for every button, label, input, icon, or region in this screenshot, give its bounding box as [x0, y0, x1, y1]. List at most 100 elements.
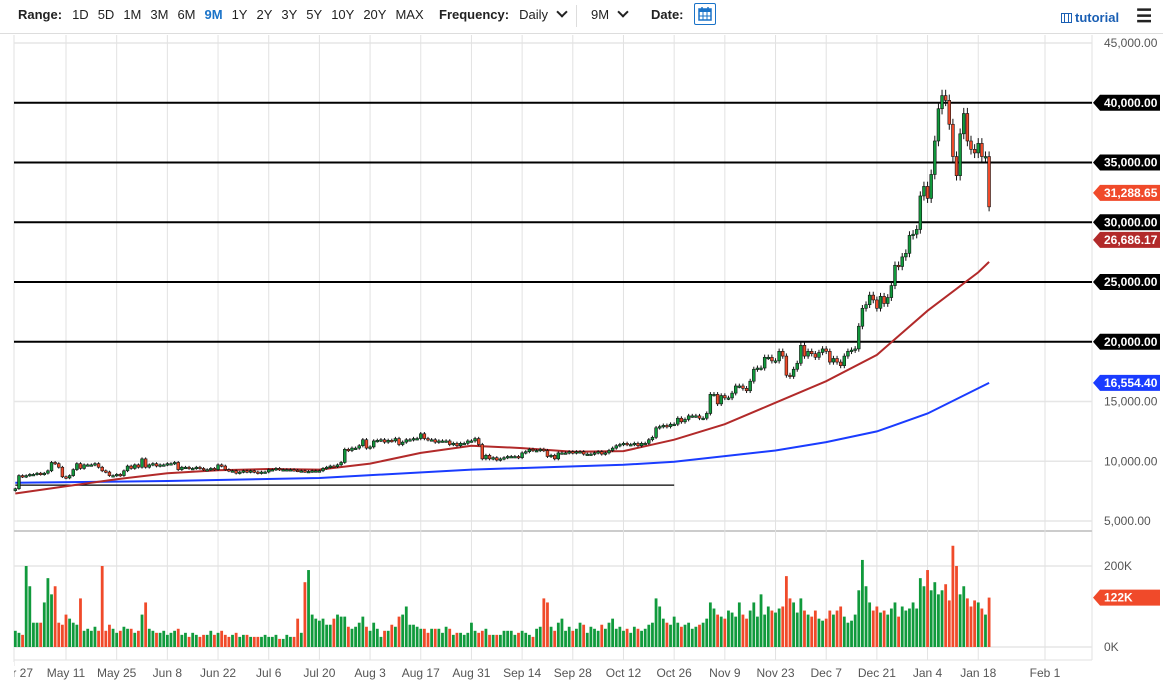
- price-tag: 35,000.00: [1093, 154, 1160, 171]
- volume-bar: [694, 626, 698, 647]
- candle-body: [625, 443, 629, 446]
- range-button-10y[interactable]: 10Y: [331, 7, 355, 22]
- calendar-icon[interactable]: [694, 3, 716, 25]
- toolbar: Range: 1D 5D 1M 3M 6M 9M 1Y 2Y 3Y 5Y 10Y 20Y MAX Freq…: [0, 0, 1163, 32]
- candle-body: [491, 457, 495, 460]
- candle-body: [104, 470, 108, 473]
- range-button-6m[interactable]: 6M: [177, 7, 196, 22]
- tutorial-link[interactable]: tutorial: [1061, 10, 1119, 25]
- frequency-value[interactable]: Daily: [519, 7, 548, 22]
- volume-bar: [68, 618, 72, 647]
- candle: [806, 348, 810, 359]
- volume-bar: [220, 630, 224, 647]
- volume-bar: [799, 598, 803, 647]
- candle: [20, 474, 25, 479]
- range-button-1d[interactable]: 1D: [72, 7, 89, 22]
- candle: [585, 452, 589, 456]
- candle-body: [469, 440, 474, 443]
- candle-body: [752, 368, 756, 382]
- candle-body: [498, 458, 503, 461]
- period-value[interactable]: 9M: [591, 7, 610, 22]
- range-button-5y[interactable]: 5Y: [306, 7, 323, 22]
- candle-body: [426, 438, 430, 441]
- candle: [831, 355, 836, 365]
- candle-body: [842, 355, 847, 366]
- range-button-max[interactable]: MAX: [395, 7, 424, 22]
- candle-body: [339, 462, 343, 466]
- candle-body: [198, 466, 202, 470]
- volume-bar: [140, 614, 144, 647]
- volume-bar: [151, 630, 155, 647]
- candle-body: [976, 143, 980, 154]
- candle: [618, 442, 622, 448]
- candle-body: [650, 437, 655, 441]
- candle: [339, 461, 343, 467]
- candle: [552, 453, 557, 461]
- candle-body: [810, 351, 814, 354]
- candle: [444, 439, 448, 443]
- volume-bar: [951, 545, 955, 647]
- candle: [799, 342, 803, 366]
- volume-bar: [209, 630, 213, 647]
- candle: [219, 463, 224, 468]
- hamburger-menu-icon[interactable]: ☰: [1136, 6, 1153, 26]
- volume-bar: [871, 610, 875, 647]
- volume-bar: [658, 606, 662, 647]
- price-tag-shape: [1093, 231, 1160, 248]
- volume-bar: [448, 628, 452, 647]
- candle-body: [502, 457, 506, 460]
- candle-body: [484, 454, 488, 460]
- candle-body: [777, 351, 781, 362]
- volume-bar: [252, 636, 256, 647]
- volume-bar: [325, 624, 329, 647]
- volume-bar: [980, 608, 984, 647]
- candle-body: [849, 349, 854, 352]
- volume-bar: [618, 626, 622, 647]
- volume-bar: [433, 628, 437, 647]
- candle: [770, 354, 774, 364]
- range-button-5d[interactable]: 5D: [97, 7, 115, 22]
- range-button-9m[interactable]: 9M: [204, 7, 223, 22]
- volume-bar: [412, 624, 415, 647]
- candle-body: [733, 385, 738, 394]
- candle: [987, 151, 991, 212]
- candle: [788, 372, 792, 379]
- candle-body: [987, 156, 991, 208]
- range-button-1m[interactable]: 1M: [123, 7, 142, 22]
- range-button-1y[interactable]: 1Y: [231, 7, 248, 22]
- candle-body: [878, 296, 883, 309]
- volume-tick-label: 200K: [1104, 559, 1132, 573]
- candle-body: [882, 296, 886, 304]
- volume-bar: [144, 602, 148, 647]
- range-button-3y[interactable]: 3Y: [281, 7, 298, 22]
- tutorial-label[interactable]: tutorial: [1075, 10, 1120, 25]
- price-tag-shape: [1093, 274, 1160, 290]
- candle: [281, 468, 285, 472]
- range-button-2y[interactable]: 2Y: [256, 7, 273, 22]
- range-selector: Range: 1D 5D 1M 3M 6M 9M 1Y 2Y 3Y 5Y 10Y 20Y MAX: [18, 7, 433, 22]
- candle-body: [133, 464, 137, 469]
- candle-body: [672, 423, 676, 427]
- range-button-3m[interactable]: 3M: [150, 7, 169, 22]
- candle-body: [947, 100, 951, 125]
- frequency-dropdown[interactable]: Frequency: Daily: [439, 6, 568, 22]
- volume-bar: [676, 622, 680, 647]
- volume-bar: [466, 632, 470, 647]
- candle-body: [676, 417, 680, 425]
- volume-bar: [535, 628, 538, 647]
- range-button-20y[interactable]: 20Y: [363, 7, 387, 22]
- period-dropdown[interactable]: 9M: [591, 6, 629, 22]
- candle-body: [375, 440, 380, 443]
- candle-body: [770, 356, 774, 362]
- candle: [875, 296, 879, 312]
- candle-body: [951, 123, 955, 157]
- price-tag-shape: [1093, 94, 1160, 111]
- volume-bar: [336, 614, 339, 647]
- candle-body: [867, 294, 872, 306]
- candle: [759, 365, 763, 371]
- candle-body: [936, 108, 941, 142]
- candle-body: [191, 468, 195, 471]
- volume-bar: [716, 614, 719, 647]
- volume-bar: [292, 636, 296, 647]
